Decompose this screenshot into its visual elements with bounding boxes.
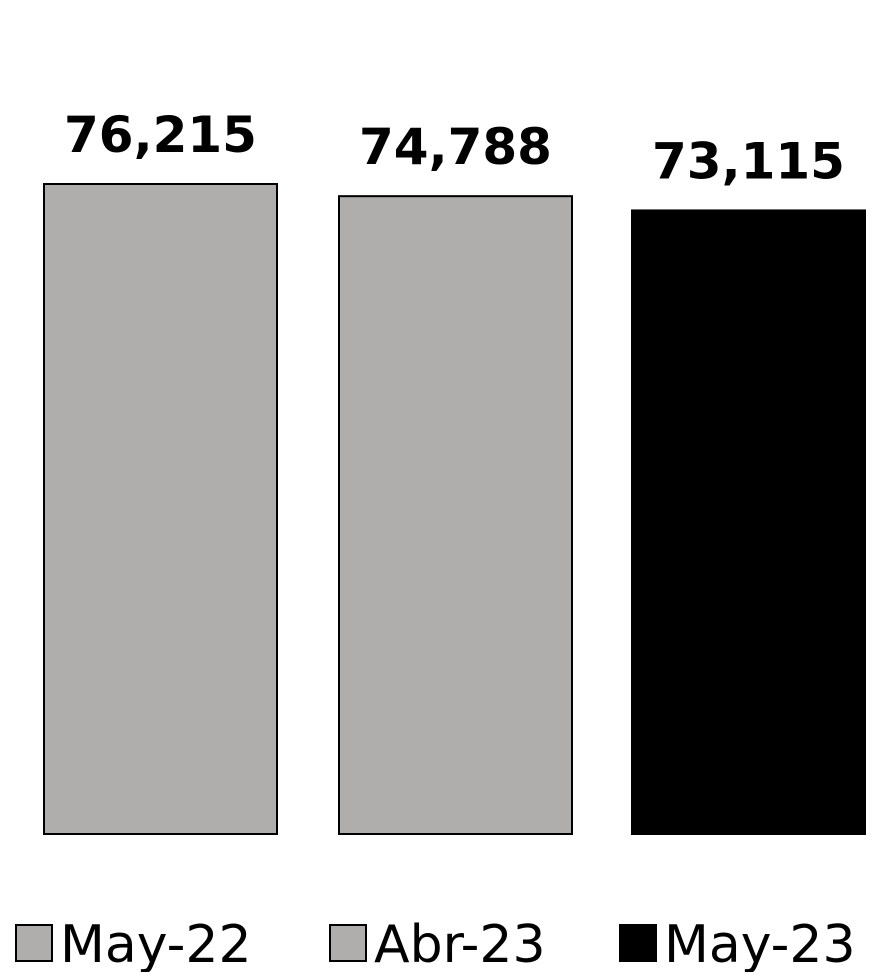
legend-swatch bbox=[15, 924, 53, 962]
bar-may-22 bbox=[43, 183, 278, 835]
bars-layer bbox=[43, 183, 866, 836]
value-label: 73,115 bbox=[652, 132, 845, 190]
value-label: 76,215 bbox=[64, 106, 257, 164]
bar-abr-23 bbox=[338, 195, 573, 836]
legend-swatch bbox=[619, 924, 657, 962]
bar-may-23 bbox=[631, 209, 866, 836]
legend: May-22 Abr-23 May-23 bbox=[15, 915, 856, 972]
value-label: 74,788 bbox=[359, 118, 552, 176]
value-labels-layer: 76,215 74,788 73,115 bbox=[64, 106, 845, 190]
legend-label: Abr-23 bbox=[374, 915, 546, 972]
legend-swatch bbox=[329, 924, 367, 962]
legend-label: May-22 bbox=[60, 915, 252, 972]
legend-label: May-23 bbox=[664, 915, 856, 972]
